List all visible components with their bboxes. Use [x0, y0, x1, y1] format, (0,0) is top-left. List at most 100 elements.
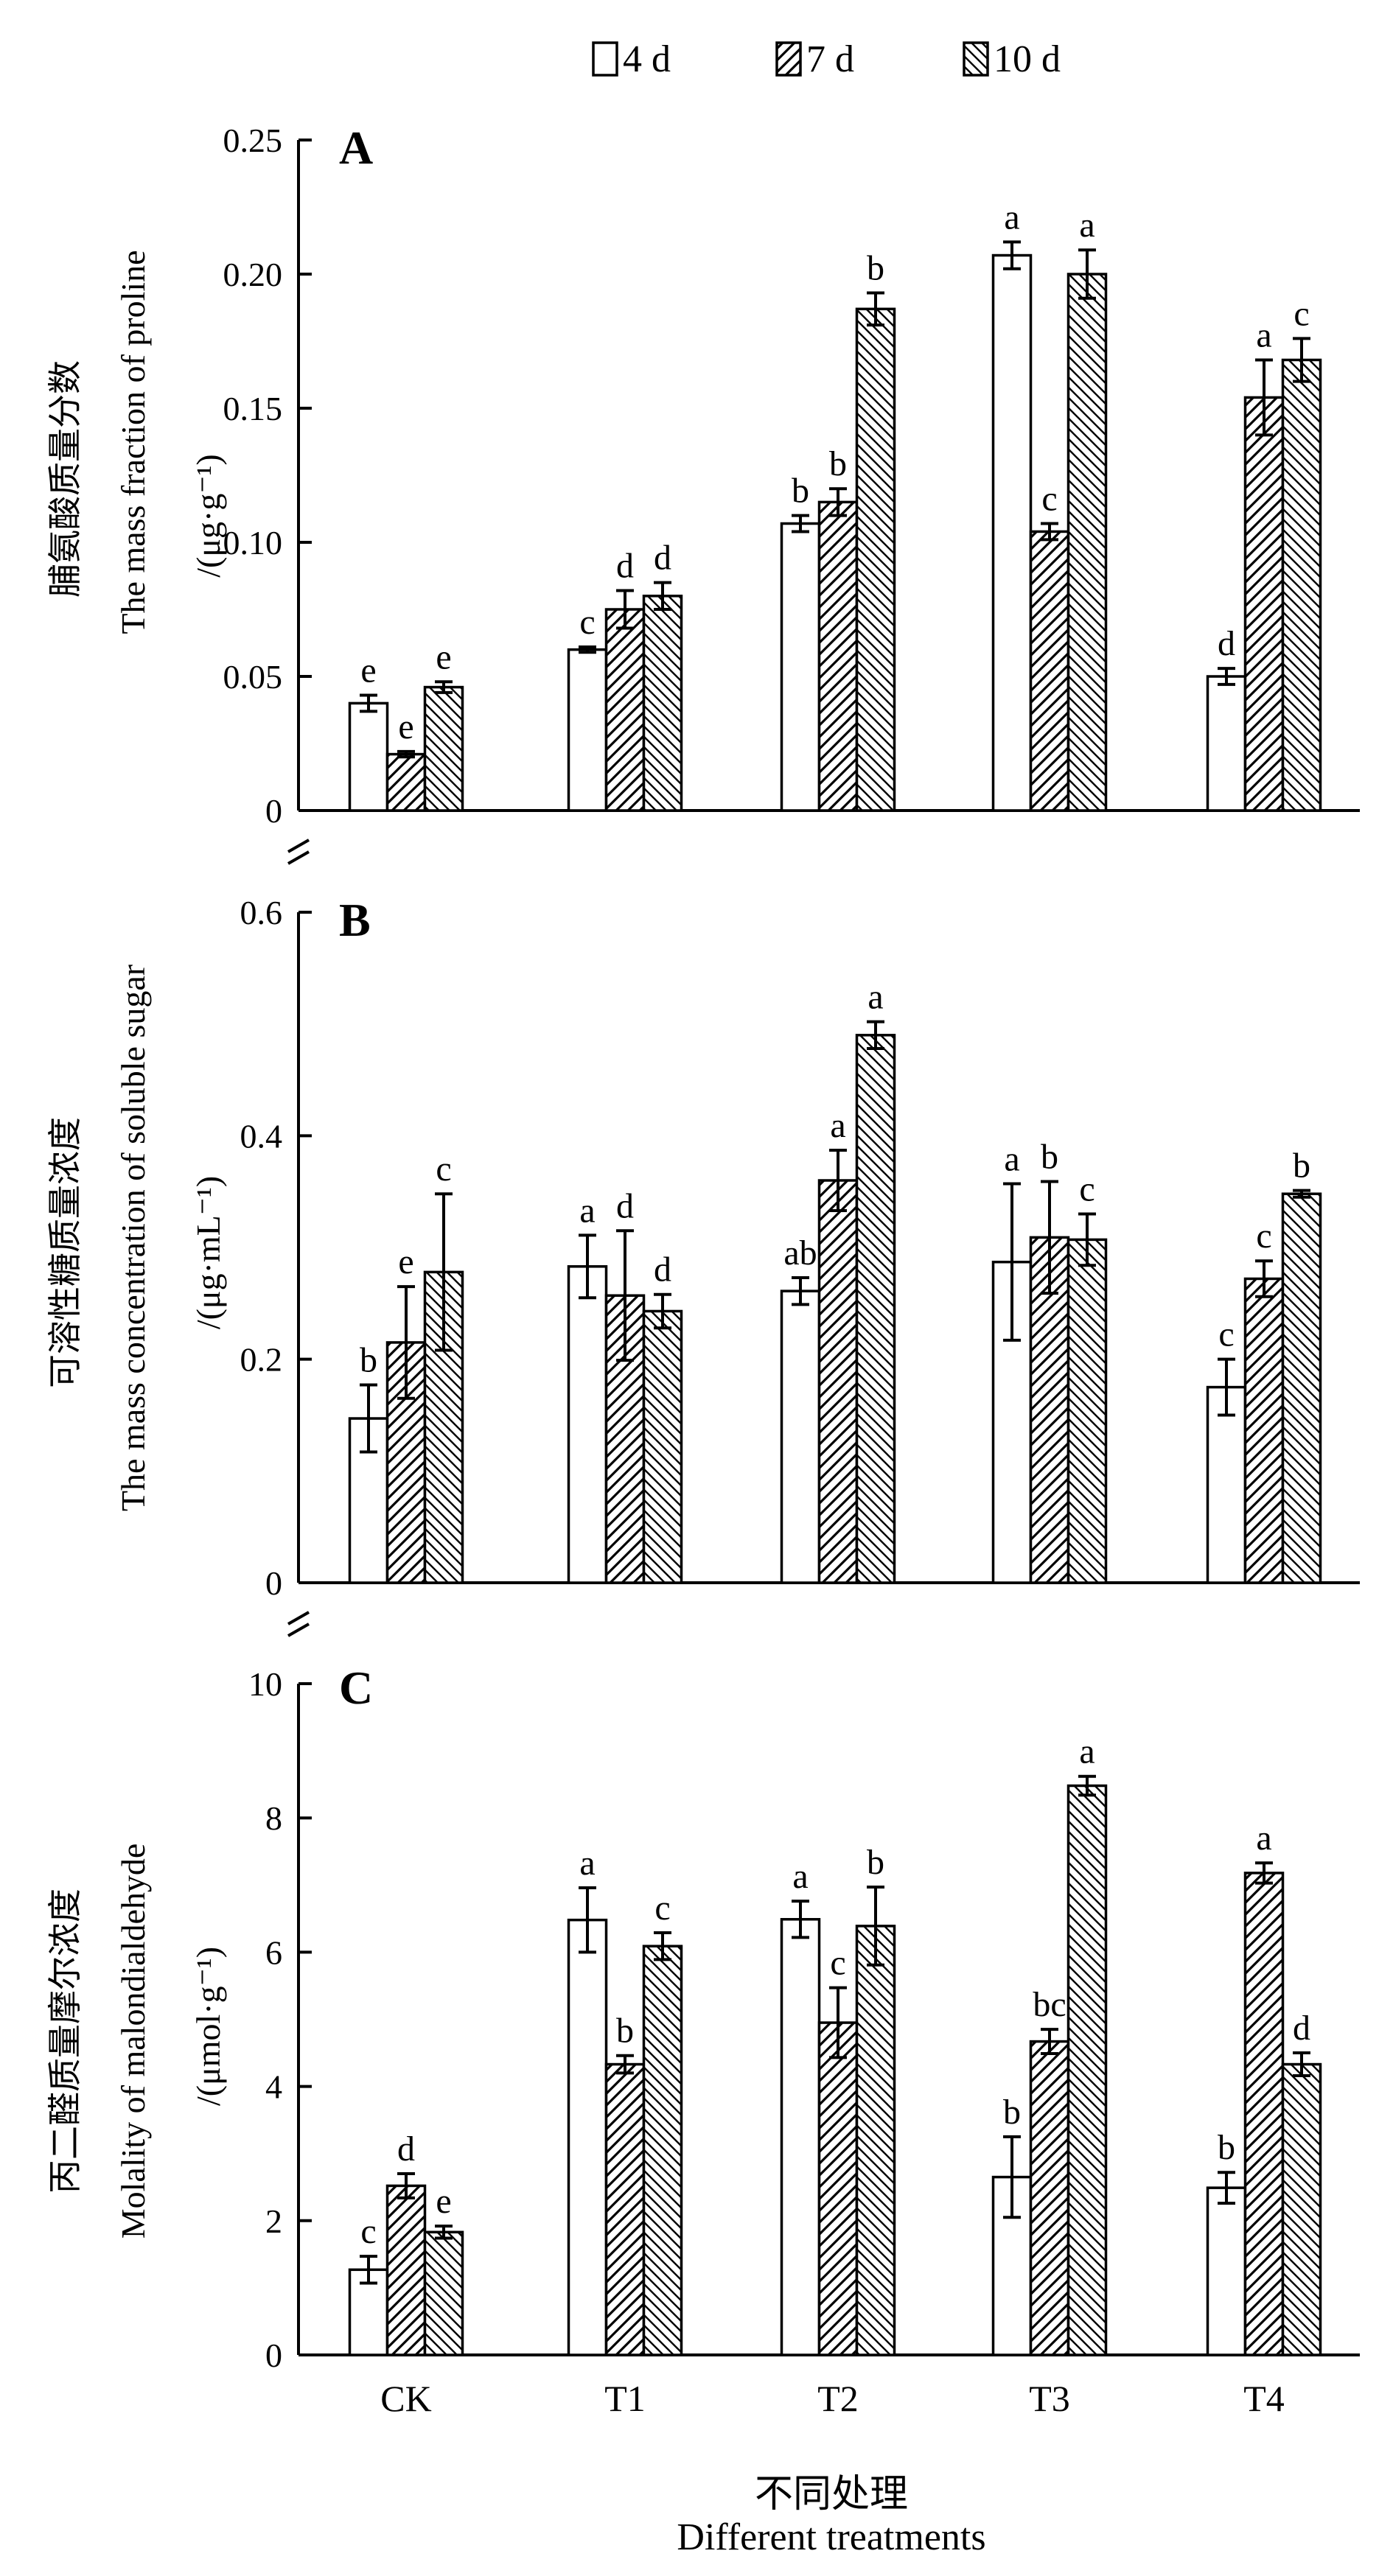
significance-letter: a	[579, 1844, 595, 1883]
significance-letter: c	[654, 1889, 670, 1928]
error-bar	[829, 1149, 847, 1212]
bar-C-T1-10d	[642, 1945, 683, 2356]
significance-letter: a	[579, 1191, 595, 1230]
significance-letter: d	[1218, 624, 1235, 663]
x-category-label: T2	[817, 2378, 859, 2419]
significance-letter: a	[792, 1857, 808, 1896]
significance-letter: d	[616, 547, 634, 586]
error-bar	[579, 1886, 596, 1954]
bar-A-T2-4d	[780, 522, 821, 812]
x-category-label: T3	[1029, 2378, 1070, 2419]
legend-swatch-7d	[775, 41, 802, 77]
bar-B-T4-7d	[1243, 1277, 1285, 1584]
bar-A-T3-7d	[1029, 530, 1070, 812]
bar-A-T1-7d	[604, 608, 646, 812]
bar-C-T4-7d	[1243, 1872, 1285, 2356]
significance-letter: d	[1293, 2009, 1310, 2048]
significance-letter: b	[792, 472, 809, 511]
bar-A-T2-7d	[817, 500, 859, 812]
significance-letter: e	[436, 2182, 451, 2221]
bar-A-CK-7d	[385, 752, 427, 812]
panel-A-y-tick-label: 0	[265, 792, 282, 830]
error-bar	[1218, 1357, 1235, 1417]
error-bar	[1255, 358, 1273, 437]
error-bar	[829, 1986, 847, 2059]
axis-break-line	[287, 850, 310, 865]
panel-C-y-tick-label: 2	[265, 2202, 282, 2240]
panel-A-y-tick-label: 0.20	[223, 256, 283, 293]
bar-C-CK-7d	[385, 2184, 427, 2356]
error-bar	[654, 1931, 671, 1961]
panel-C-ylabel-zh: 丙二醛质量摩尔浓度	[46, 1889, 84, 2194]
panel-C-y-tick-label: 10	[248, 1665, 282, 1703]
significance-letter: b	[1041, 1138, 1058, 1177]
significance-letter: b	[867, 248, 884, 287]
significance-letter: a	[867, 978, 883, 1017]
error-bar	[1003, 1182, 1021, 1342]
panel-B-y-tick-label: 0	[265, 1564, 282, 1602]
error-bar	[1255, 1259, 1273, 1298]
significance-letter: d	[616, 1186, 634, 1225]
error-bar	[1078, 1212, 1096, 1267]
bar-A-CK-4d	[348, 701, 389, 812]
error-bar	[792, 1275, 809, 1306]
significance-letter: c	[579, 603, 595, 642]
x-category-label: T4	[1243, 2378, 1285, 2419]
panel-B-ylabel-unit: /(μg·mL⁻¹)	[189, 1176, 227, 1329]
x-category-label: T1	[604, 2378, 646, 2419]
legend-label-4d: 4 d	[623, 38, 671, 80]
axis-break-mark	[287, 1611, 310, 1637]
panel-C-y-tick-label: 0	[265, 2337, 282, 2374]
chart-marks: 00.050.100.150.200.25ecbadedbcaedbac00.2…	[223, 122, 1360, 2419]
significance-letter: bc	[1033, 1985, 1066, 2024]
significance-letter: b	[616, 2012, 634, 2051]
panel-C-y-tick-label: 8	[265, 1799, 282, 1837]
panel-C-letter: C	[339, 1662, 373, 1714]
error-bar	[1041, 1180, 1058, 1295]
error-bar	[1003, 2135, 1021, 2219]
legend-swatch-4d	[592, 41, 618, 77]
significance-letter: a	[830, 1106, 845, 1145]
significance-letter: ab	[783, 1233, 817, 1273]
error-bar	[1218, 2171, 1235, 2205]
error-bar	[1255, 1861, 1273, 1885]
bar-B-T3-10d	[1066, 1238, 1108, 1584]
error-bar	[616, 2054, 634, 2075]
axis-break-line	[287, 1623, 310, 1637]
bar-B-T2-4d	[780, 1289, 821, 1584]
legend-label-7d: 7 d	[806, 38, 854, 80]
x-axis-title-zh: 不同处理	[755, 2474, 908, 2516]
bar-C-CK-10d	[423, 2230, 464, 2356]
panel-A-ylabel-unit: /(μg·g⁻¹)	[189, 454, 227, 577]
panel-C-ylabel-unit: /(μmol·g⁻¹)	[189, 1947, 227, 2106]
bar-A-T4-7d	[1243, 396, 1285, 812]
significance-letter: e	[398, 1242, 413, 1281]
bar-C-T2-4d	[780, 1918, 821, 2356]
error-bar	[1041, 2028, 1058, 2055]
error-bar	[360, 2255, 377, 2285]
error-bar	[435, 2225, 453, 2240]
significance-letter: a	[1079, 1732, 1094, 1771]
significance-letter: c	[360, 2212, 376, 2251]
error-bar	[579, 645, 596, 654]
significance-letter: c	[1218, 1315, 1234, 1354]
significance-letter: a	[1079, 206, 1094, 245]
error-bar	[360, 693, 377, 713]
error-bar	[397, 2172, 415, 2199]
panel-B-y-tick-label: 0.6	[240, 894, 283, 931]
panel-B: B /(μg·mL⁻¹) The mass concentration of s…	[46, 894, 371, 1511]
bar-C-T1-7d	[604, 2062, 646, 2356]
significance-letter: d	[654, 1250, 671, 1289]
panel-C-ylabel-en: Molality of malondialdehyde	[114, 1844, 152, 2239]
significance-letter: e	[398, 707, 413, 746]
error-bar	[435, 680, 453, 694]
panel-A: A /(μg·g⁻¹) The mass fraction of proline…	[46, 122, 373, 634]
error-bar	[1218, 667, 1235, 686]
bar-A-T4-4d	[1206, 675, 1247, 812]
error-bar	[654, 1292, 671, 1330]
error-bar	[654, 581, 671, 611]
